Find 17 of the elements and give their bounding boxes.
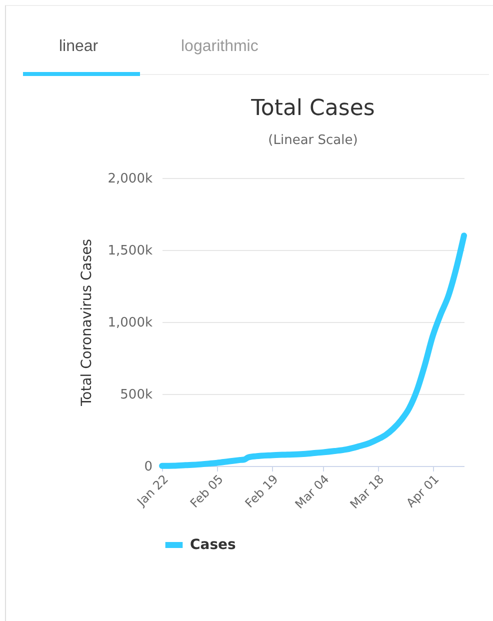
legend-label: Cases <box>190 537 236 553</box>
x-tick-label: Apr 01 <box>404 472 442 510</box>
y-tick-label: 1,500k <box>108 244 153 258</box>
y-tick-label: 500k <box>120 388 153 402</box>
chart-subtitle: (Linear Scale) <box>268 133 358 148</box>
text: linear <box>59 37 98 57</box>
chart-title: Total Cases <box>250 96 375 121</box>
x-tick-label: Jan 22 <box>134 472 171 510</box>
x-tick-label: Feb 19 <box>242 472 281 511</box>
x-tick-label: Mar 04 <box>292 472 332 512</box>
x-tick-label: Feb 05 <box>187 472 226 511</box>
y-axis-title: Total Coronavirus Cases <box>78 238 95 408</box>
x-tick-label: Mar 18 <box>347 472 387 512</box>
text: logarithmic <box>181 37 258 57</box>
y-tick-label: 1,000k <box>108 316 153 330</box>
y-tick-label: 2,000k <box>108 172 153 186</box>
y-tick-label: 0 <box>144 460 152 474</box>
